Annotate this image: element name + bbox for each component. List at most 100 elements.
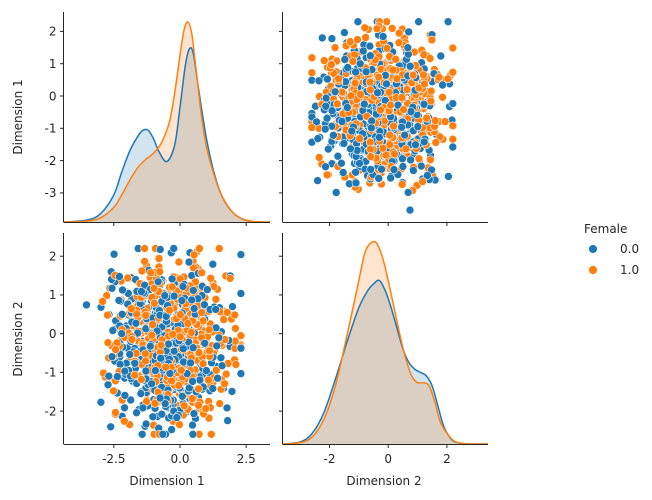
scatter-point-0.0 bbox=[312, 117, 321, 127]
scatter-point-0.0 bbox=[409, 166, 418, 175]
scatter-point-0.0 bbox=[114, 296, 124, 305]
y-tick-label: 1 bbox=[49, 57, 57, 71]
scatter-point-1.0 bbox=[401, 144, 411, 154]
scatter-point-0.0 bbox=[208, 384, 218, 393]
scatter-point-1.0 bbox=[365, 85, 375, 95]
scatter-point-1.0 bbox=[372, 24, 382, 34]
x-tick-label: -2.5 bbox=[102, 452, 125, 466]
scatter-point-1.0 bbox=[438, 93, 447, 102]
scatter-point-1.0 bbox=[204, 375, 213, 385]
y-tick-label: 2 bbox=[49, 25, 57, 39]
scatter-point-1.0 bbox=[156, 340, 166, 350]
scatter-point-1.0 bbox=[230, 310, 240, 320]
y-ticks bbox=[279, 255, 283, 412]
scatter-point-0.0 bbox=[160, 291, 170, 300]
scatter-point-1.0 bbox=[130, 370, 139, 380]
scatter-point-1.0 bbox=[391, 54, 401, 64]
scatter-point-1.0 bbox=[206, 273, 215, 283]
scatter-point-1.0 bbox=[414, 154, 424, 163]
scatter-point-0.0 bbox=[320, 124, 330, 134]
scatter-point-0.0 bbox=[406, 155, 415, 165]
kde-lines bbox=[63, 21, 271, 223]
scatter-point-0.0 bbox=[321, 162, 330, 171]
scatter-point-0.0 bbox=[355, 59, 365, 69]
scatter-point-0.0 bbox=[213, 373, 222, 383]
scatter-point-0.0 bbox=[188, 429, 198, 439]
scatter-point-1.0 bbox=[419, 70, 428, 80]
scatter-point-0.0 bbox=[377, 164, 386, 174]
scatter-point-0.0 bbox=[347, 126, 357, 136]
panel-kde-dimension-2: -2 0 2 Dimension 2 bbox=[279, 233, 489, 488]
scatter-point-0.0 bbox=[115, 272, 124, 281]
y-tick-label: -1 bbox=[45, 366, 57, 380]
scatter-point-1.0 bbox=[167, 282, 177, 292]
kde-fill-0.0 bbox=[63, 47, 270, 222]
scatter-point-1.0 bbox=[141, 356, 150, 366]
scatter-point-1.0 bbox=[176, 365, 186, 375]
scatter-point-0.0 bbox=[137, 429, 147, 439]
scatter-point-0.0 bbox=[169, 244, 178, 253]
scatter-point-1.0 bbox=[355, 134, 364, 143]
scatter-point-0.0 bbox=[330, 87, 340, 97]
legend: Female 0.0 1.0 bbox=[584, 222, 639, 277]
scatter-point-1.0 bbox=[215, 244, 224, 253]
scatter-point-1.0 bbox=[399, 105, 408, 114]
scatter-point-0.0 bbox=[236, 250, 246, 259]
scatter-point-0.0 bbox=[448, 99, 458, 108]
scatter-point-0.0 bbox=[217, 361, 227, 371]
x-ticks bbox=[328, 222, 448, 226]
scatter-point-0.0 bbox=[200, 338, 209, 348]
scatter-point-0.0 bbox=[189, 409, 199, 418]
scatter-point-0.0 bbox=[416, 161, 426, 171]
kde-line-1.0 bbox=[282, 240, 489, 445]
scatter-point-0.0 bbox=[96, 397, 106, 407]
scatter-point-1.0 bbox=[332, 99, 342, 109]
scatter-point-1.0 bbox=[120, 416, 129, 426]
scatter-point-0.0 bbox=[314, 76, 324, 86]
scatter-point-0.0 bbox=[82, 300, 91, 310]
scatter-point-0.0 bbox=[223, 416, 232, 425]
scatter-point-1.0 bbox=[236, 331, 246, 341]
scatter-point-1.0 bbox=[434, 72, 444, 82]
scatter-point-0.0 bbox=[337, 117, 347, 126]
scatter-point-0.0 bbox=[321, 102, 331, 111]
scatter-point-0.0 bbox=[359, 99, 369, 109]
scatter-point-0.0 bbox=[398, 162, 408, 171]
scatter-point-1.0 bbox=[390, 149, 399, 159]
scatter-point-0.0 bbox=[403, 43, 413, 53]
scatter-point-1.0 bbox=[346, 91, 356, 101]
scatter-point-0.0 bbox=[125, 350, 135, 359]
scatter-point-1.0 bbox=[426, 155, 435, 165]
scatter-point-0.0 bbox=[118, 285, 127, 295]
scatter-point-1.0 bbox=[366, 152, 376, 161]
x-tick-label: 2 bbox=[443, 452, 451, 466]
scatter-point-1.0 bbox=[385, 140, 395, 149]
scatter-point-0.0 bbox=[338, 168, 348, 177]
scatter-point-1.0 bbox=[366, 144, 375, 154]
scatter-point-0.0 bbox=[188, 377, 197, 386]
scatter-point-1.0 bbox=[420, 79, 429, 89]
scatter-point-1.0 bbox=[356, 90, 365, 99]
scatter-point-1.0 bbox=[448, 121, 458, 131]
scatter-point-1.0 bbox=[127, 335, 137, 344]
scatter-point-1.0 bbox=[387, 24, 397, 33]
scatter-point-0.0 bbox=[436, 51, 446, 61]
scatter-point-1.0 bbox=[201, 404, 210, 414]
scatter-point-0.0 bbox=[208, 259, 218, 269]
scatter-point-0.0 bbox=[375, 133, 384, 142]
x-ticks bbox=[113, 222, 247, 226]
scatter-point-0.0 bbox=[405, 205, 415, 215]
scatter-point-0.0 bbox=[323, 74, 332, 84]
scatter-point-1.0 bbox=[419, 50, 429, 60]
scatter-point-0.0 bbox=[340, 28, 349, 37]
scatter-point-1.0 bbox=[189, 263, 198, 273]
scatter-point-1.0 bbox=[221, 369, 231, 379]
scatter-point-1.0 bbox=[175, 332, 185, 342]
scatter-point-0.0 bbox=[236, 289, 246, 298]
scatter-point-1.0 bbox=[448, 68, 458, 77]
scatter-point-1.0 bbox=[194, 348, 204, 357]
x-ticks: -2 0 2 bbox=[323, 444, 451, 466]
scatter-point-1.0 bbox=[103, 310, 112, 320]
scatter-point-0.0 bbox=[222, 403, 232, 413]
scatter-point-0.0 bbox=[365, 51, 375, 61]
